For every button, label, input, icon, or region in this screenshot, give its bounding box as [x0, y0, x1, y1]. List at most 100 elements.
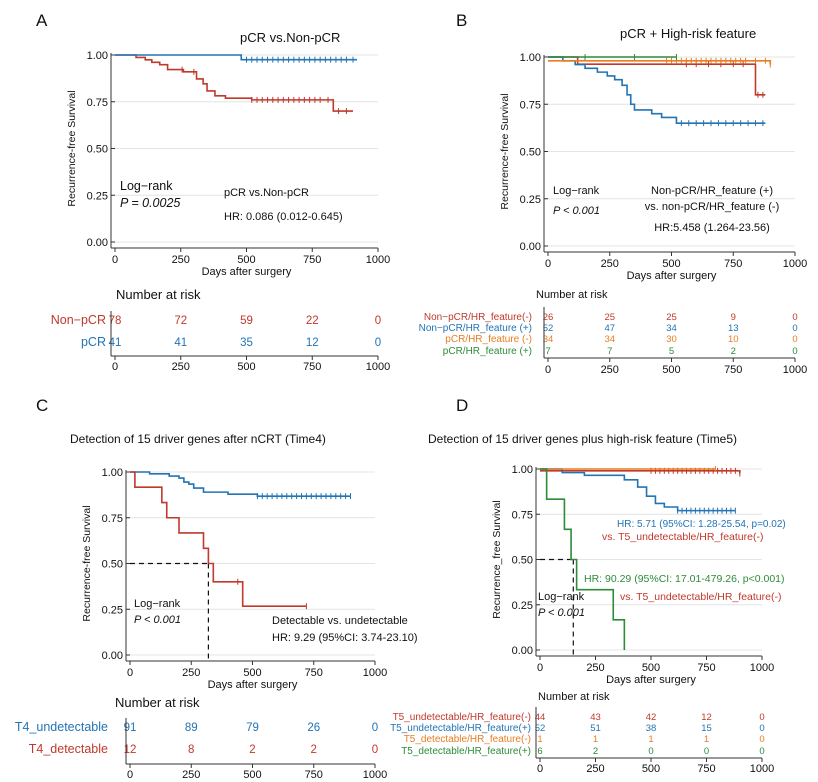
chart-title: pCR vs.Non-pCR — [240, 30, 340, 45]
y-tick-label: 0.00 — [520, 241, 541, 253]
risk-x-tick-label: 750 — [697, 763, 715, 775]
risk-count: 13 — [728, 323, 739, 334]
risk-count: 0 — [792, 334, 797, 345]
risk-count: 42 — [646, 712, 657, 723]
y-tick-label: 0.25 — [520, 194, 541, 206]
x-tick-label: 750 — [724, 258, 742, 270]
panel-letter: B — [456, 11, 467, 30]
risk-count: 2 — [311, 744, 317, 756]
hr-label: HR: 9.29 (95%CI: 3.74-23.10) — [272, 632, 418, 644]
x-tick-label: 0 — [537, 662, 543, 674]
x-tick-label: 0 — [127, 667, 133, 679]
risk-count: 12 — [306, 337, 319, 349]
risk-count: 7 — [545, 346, 550, 357]
risk-count: 1 — [537, 734, 542, 745]
y-tick-label: 1.00 — [520, 52, 541, 64]
p-value-label: P = 0.0025 — [120, 196, 180, 210]
risk-row-label: T5_detectable/HR_feature(+) — [401, 746, 531, 757]
risk-count: 0 — [648, 746, 653, 757]
risk-count: 7 — [607, 346, 612, 357]
panel-d: D Detection of 15 driver genes plus high-… — [390, 396, 786, 775]
risk-row-label: Non−pCR/HR_feature (+) — [419, 323, 532, 334]
risk-count: 34 — [543, 334, 554, 345]
risk-count: 0 — [372, 744, 378, 756]
risk-x-tick-label: 250 — [586, 763, 604, 775]
risk-count: 0 — [792, 346, 797, 357]
survival-curve — [115, 54, 357, 61]
hr-green-label: HR: 90.29 (95%CI: 17.01-479.26, p<0.001) — [584, 573, 785, 585]
p-value-label: P < 0.001 — [134, 614, 181, 626]
risk-count: 8 — [188, 744, 194, 756]
risk-x-tick-label: 0 — [127, 769, 133, 781]
risk-count: 51 — [590, 723, 601, 734]
y-tick-label: 0.00 — [512, 645, 533, 657]
hr-label: Non-pCR/HR_feature (+) — [651, 185, 773, 197]
risk-count: 30 — [666, 334, 677, 345]
risk-count: 43 — [590, 712, 601, 723]
risk-x-tick-label: 500 — [243, 769, 261, 781]
logrank-label: Log−rank — [134, 598, 181, 610]
x-tick-label: 1000 — [783, 258, 807, 270]
chart-title: Detection of 15 driver genes after nCRT … — [70, 432, 326, 446]
risk-row-label: T5_undetectable/HR_feature(+) — [390, 723, 531, 734]
y-axis-title: Recurrence-free Survival — [66, 90, 78, 206]
risk-count: 0 — [759, 712, 764, 723]
risk-count: 2 — [249, 744, 255, 756]
risk-row-label: Non−pCR/HR_feature(-) — [424, 312, 532, 323]
survival-curve — [540, 468, 736, 512]
risk-count: 0 — [792, 323, 797, 334]
risk-count: 2 — [593, 746, 598, 757]
risk-count: 72 — [174, 315, 187, 327]
x-axis-title: Days after surgery — [208, 679, 298, 691]
risk-count: 15 — [701, 723, 712, 734]
y-tick-label: 0.75 — [87, 97, 108, 109]
survival-curve — [115, 54, 354, 112]
risk-x-tick-label: 1000 — [750, 763, 774, 775]
y-tick-label: 0.50 — [520, 147, 541, 159]
survival-curve — [548, 56, 766, 124]
risk-count: 78 — [109, 315, 122, 327]
risk-count: 25 — [666, 312, 677, 323]
p-value-label: P < 0.001 — [553, 205, 600, 217]
logrank-label: Log−rank — [553, 185, 600, 197]
risk-count: 89 — [185, 722, 198, 734]
y-tick-label: 1.00 — [87, 50, 108, 62]
risk-count: 41 — [109, 337, 122, 349]
risk-count: 35 — [240, 337, 253, 349]
x-tick-label: 750 — [697, 662, 715, 674]
logrank-label: Log−rank — [538, 591, 585, 603]
risk-count: 5 — [669, 346, 674, 357]
x-tick-label: 250 — [182, 667, 200, 679]
risk-x-tick-label: 1000 — [363, 769, 387, 781]
hr-label: HR: 0.086 (0.012-0.645) — [224, 211, 343, 223]
y-axis-title: Recurrence_free Survival — [491, 500, 503, 618]
x-tick-label: 250 — [586, 662, 604, 674]
risk-count: 52 — [543, 323, 554, 334]
y-tick-label: 0.25 — [87, 190, 108, 202]
x-tick-label: 0 — [545, 258, 551, 270]
y-tick-label: 1.00 — [512, 464, 533, 476]
risk-count: 91 — [124, 722, 137, 734]
risk-row-label: pCR/HR_feature (+) — [443, 346, 532, 357]
risk-count: 0 — [375, 337, 381, 349]
survival-curve — [130, 471, 307, 607]
risk-count: 47 — [604, 323, 615, 334]
risk-table-title: Number at risk — [115, 695, 200, 710]
y-tick-label: 0.00 — [87, 237, 108, 249]
panel-letter: D — [456, 396, 468, 415]
risk-count: 26 — [543, 312, 554, 323]
hr-blue-label: HR: 5.71 (95%CI: 1.28-25.54, p=0.02) — [617, 519, 786, 530]
risk-count: 22 — [306, 315, 319, 327]
hr-label: Detectable vs. undetectable — [272, 615, 408, 627]
panel-c: C Detection of 15 driver genes after nCRT… — [15, 396, 418, 781]
risk-count: 6 — [537, 746, 542, 757]
risk-row-label: T4_undetectable — [15, 720, 108, 734]
risk-count: 25 — [604, 312, 615, 323]
risk-count: 44 — [535, 712, 546, 723]
y-tick-label: 0.50 — [102, 559, 123, 571]
risk-x-tick-label: 250 — [172, 361, 190, 373]
x-axis-title: Days after surgery — [606, 674, 696, 686]
risk-count: 59 — [240, 315, 253, 327]
risk-count: 12 — [124, 744, 137, 756]
